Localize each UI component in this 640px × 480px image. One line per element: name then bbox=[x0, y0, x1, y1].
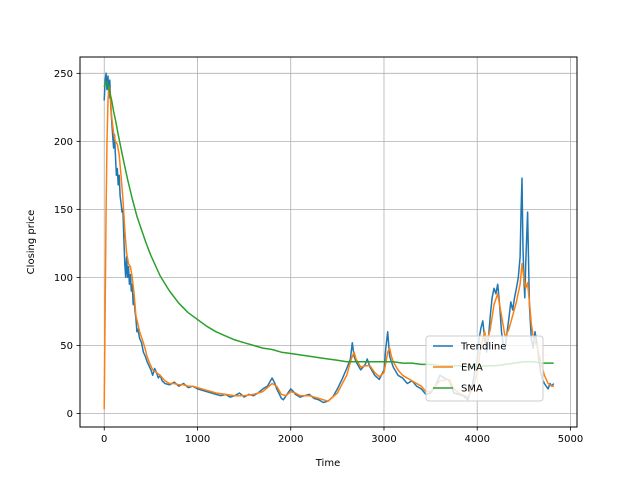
series-line-sma bbox=[103, 80, 554, 368]
x-axis: 0 1000 2000 3000 4000 5000 bbox=[101, 427, 583, 445]
y-tick-label: 200 bbox=[54, 137, 73, 148]
series-line-ema bbox=[103, 86, 554, 410]
legend-label-trendline: Trendline bbox=[460, 342, 506, 353]
y-axis: 0 50 100 150 200 250 bbox=[54, 69, 80, 420]
legend-label-sma: SMA bbox=[461, 384, 483, 395]
x-tick-label: 4000 bbox=[465, 434, 490, 445]
legend-box bbox=[425, 335, 544, 402]
legend-label-ema: EMA bbox=[461, 363, 483, 374]
x-axis-title: Time bbox=[315, 458, 340, 469]
x-tick-label: 5000 bbox=[558, 434, 583, 445]
y-tick-label: 50 bbox=[60, 341, 73, 352]
x-tick-label: 1000 bbox=[185, 434, 210, 445]
x-tick-label: 0 bbox=[101, 434, 107, 445]
y-axis-title: Closing price bbox=[26, 210, 37, 275]
x-tick-label: 2000 bbox=[278, 434, 303, 445]
y-tick-label: 0 bbox=[67, 409, 73, 420]
grid bbox=[80, 57, 577, 427]
y-tick-label: 100 bbox=[54, 273, 73, 284]
plot-frame bbox=[79, 56, 578, 428]
y-tick-label: 250 bbox=[54, 69, 73, 80]
x-tick-label: 3000 bbox=[371, 434, 396, 445]
y-tick-label: 150 bbox=[54, 205, 73, 216]
legend: Trendline EMA SMA bbox=[425, 335, 544, 402]
